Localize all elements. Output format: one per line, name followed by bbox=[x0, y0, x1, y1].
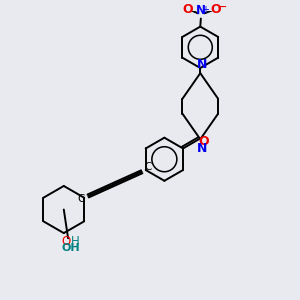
Text: N: N bbox=[196, 58, 207, 71]
Text: OH: OH bbox=[61, 243, 80, 253]
Text: N: N bbox=[196, 4, 206, 17]
Text: +: + bbox=[201, 4, 209, 14]
Text: O: O bbox=[211, 3, 221, 16]
Text: O: O bbox=[61, 236, 70, 248]
Text: −: − bbox=[217, 1, 227, 13]
Text: O: O bbox=[199, 135, 209, 148]
Text: N: N bbox=[196, 142, 207, 154]
Text: O: O bbox=[182, 3, 193, 16]
Text: C: C bbox=[145, 163, 152, 172]
Text: H: H bbox=[71, 236, 80, 248]
Text: C: C bbox=[78, 194, 85, 204]
